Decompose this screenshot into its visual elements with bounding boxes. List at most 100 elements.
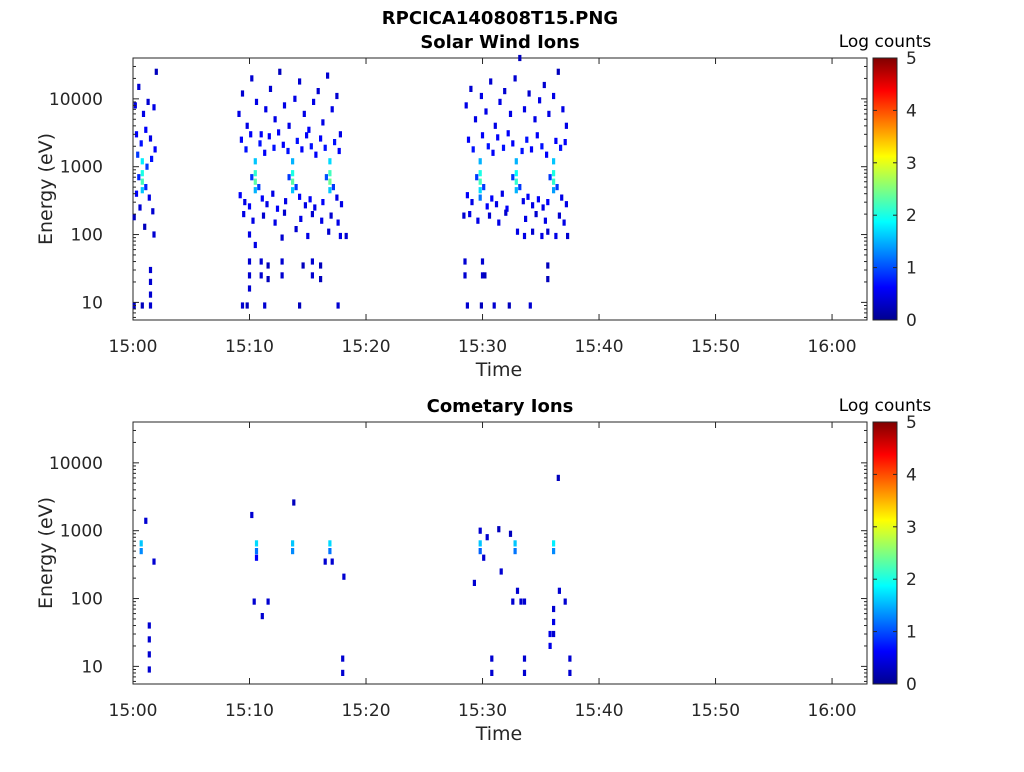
- count-cell: [147, 636, 151, 643]
- count-cell: [295, 137, 299, 144]
- count-cell: [260, 613, 264, 620]
- count-cell: [491, 149, 495, 156]
- count-cell: [463, 258, 467, 265]
- count-cell: [552, 548, 556, 555]
- count-cell: [328, 548, 332, 555]
- count-cell: [471, 146, 475, 153]
- count-cell: [496, 134, 500, 141]
- count-cell: [302, 110, 306, 117]
- count-cell: [316, 88, 320, 95]
- panel-1-x-ticks: 15:00 15:10 15:20 15:30 15:40 15:50 16:00: [109, 58, 857, 357]
- count-cell: [543, 217, 547, 224]
- count-cell: [531, 202, 535, 209]
- panel-1-y-ticks: 10 100 1000 10000: [49, 57, 867, 318]
- count-cell: [254, 98, 259, 105]
- count-cell: [465, 192, 469, 199]
- count-cell: [501, 144, 506, 151]
- count-cell: [259, 258, 263, 265]
- count-cell: [247, 272, 252, 279]
- count-cell: [148, 266, 153, 274]
- count-cell: [476, 217, 480, 224]
- count-cell: [552, 618, 556, 626]
- count-cell: [535, 132, 539, 139]
- panel-1-colorbar-ticks: 0 1 2 3 4 5: [873, 49, 917, 331]
- count-cell: [527, 90, 531, 97]
- count-cell: [259, 131, 263, 138]
- count-cell: [483, 272, 487, 279]
- count-cell: [239, 136, 243, 143]
- x-tick-label: 15:10: [225, 701, 274, 721]
- count-cell: [265, 201, 269, 208]
- count-cell: [250, 511, 254, 519]
- count-cell: [561, 106, 565, 113]
- count-cell: [238, 192, 242, 199]
- count-cell: [263, 302, 267, 309]
- count-cell: [275, 205, 280, 212]
- count-cell: [505, 205, 509, 212]
- count-cell: [299, 215, 303, 222]
- count-cell: [560, 194, 564, 201]
- x-tick-label: 15:30: [458, 337, 507, 357]
- count-cell: [145, 163, 149, 170]
- count-cell: [284, 198, 288, 205]
- count-cell: [319, 262, 323, 269]
- count-cell: [319, 135, 323, 142]
- count-cell: [280, 272, 284, 279]
- count-cell: [260, 195, 264, 202]
- count-cell: [314, 151, 318, 158]
- count-cell: [281, 141, 285, 148]
- count-cell: [330, 106, 334, 113]
- count-cell: [344, 232, 348, 240]
- count-cell: [540, 143, 544, 150]
- count-cell: [278, 68, 282, 75]
- count-cell: [328, 187, 332, 194]
- count-cell: [465, 302, 469, 309]
- count-cell: [151, 208, 155, 215]
- count-cell: [511, 174, 515, 181]
- count-cell: [522, 655, 527, 662]
- count-cell: [291, 158, 295, 165]
- count-cell: [473, 116, 478, 123]
- count-cell: [540, 232, 544, 240]
- count-cell: [478, 178, 482, 185]
- count-cell: [253, 170, 257, 177]
- count-cell: [291, 178, 295, 185]
- count-cell: [482, 554, 486, 561]
- count-cell: [245, 302, 249, 309]
- count-cell: [310, 272, 314, 279]
- count-cell: [245, 122, 249, 129]
- count-cell: [472, 579, 476, 586]
- count-cell: [294, 226, 298, 233]
- count-cell: [313, 204, 317, 211]
- count-cell: [524, 215, 528, 222]
- panel-1-colorbar-label: Log counts: [839, 32, 932, 52]
- count-cell: [494, 201, 499, 208]
- count-cell: [479, 92, 483, 100]
- colorbar-tick-label: 5: [906, 49, 917, 69]
- count-cell: [266, 276, 270, 283]
- count-cell: [277, 129, 281, 136]
- y-tick-label: 1000: [60, 158, 103, 178]
- count-cell: [242, 211, 246, 218]
- panel-1-title: Solar Wind Ions: [420, 32, 579, 53]
- count-cell: [253, 178, 257, 185]
- count-cell: [503, 88, 507, 95]
- count-cell: [247, 203, 252, 210]
- count-cell: [254, 548, 259, 555]
- panel-1-colorbar: [872, 57, 898, 321]
- count-cell: [513, 75, 517, 82]
- count-cell: [548, 642, 552, 649]
- colorbar-tick-label: 3: [906, 518, 917, 538]
- count-cell: [287, 122, 291, 129]
- count-cell: [533, 116, 537, 123]
- count-cell: [150, 155, 154, 162]
- count-cell: [266, 262, 270, 269]
- count-cell: [328, 170, 332, 177]
- count-cell: [309, 143, 313, 150]
- count-cell: [244, 146, 248, 153]
- count-cell: [487, 212, 492, 219]
- y-tick-label: 10: [81, 293, 103, 313]
- count-cell: [301, 262, 305, 269]
- count-cell: [519, 598, 523, 605]
